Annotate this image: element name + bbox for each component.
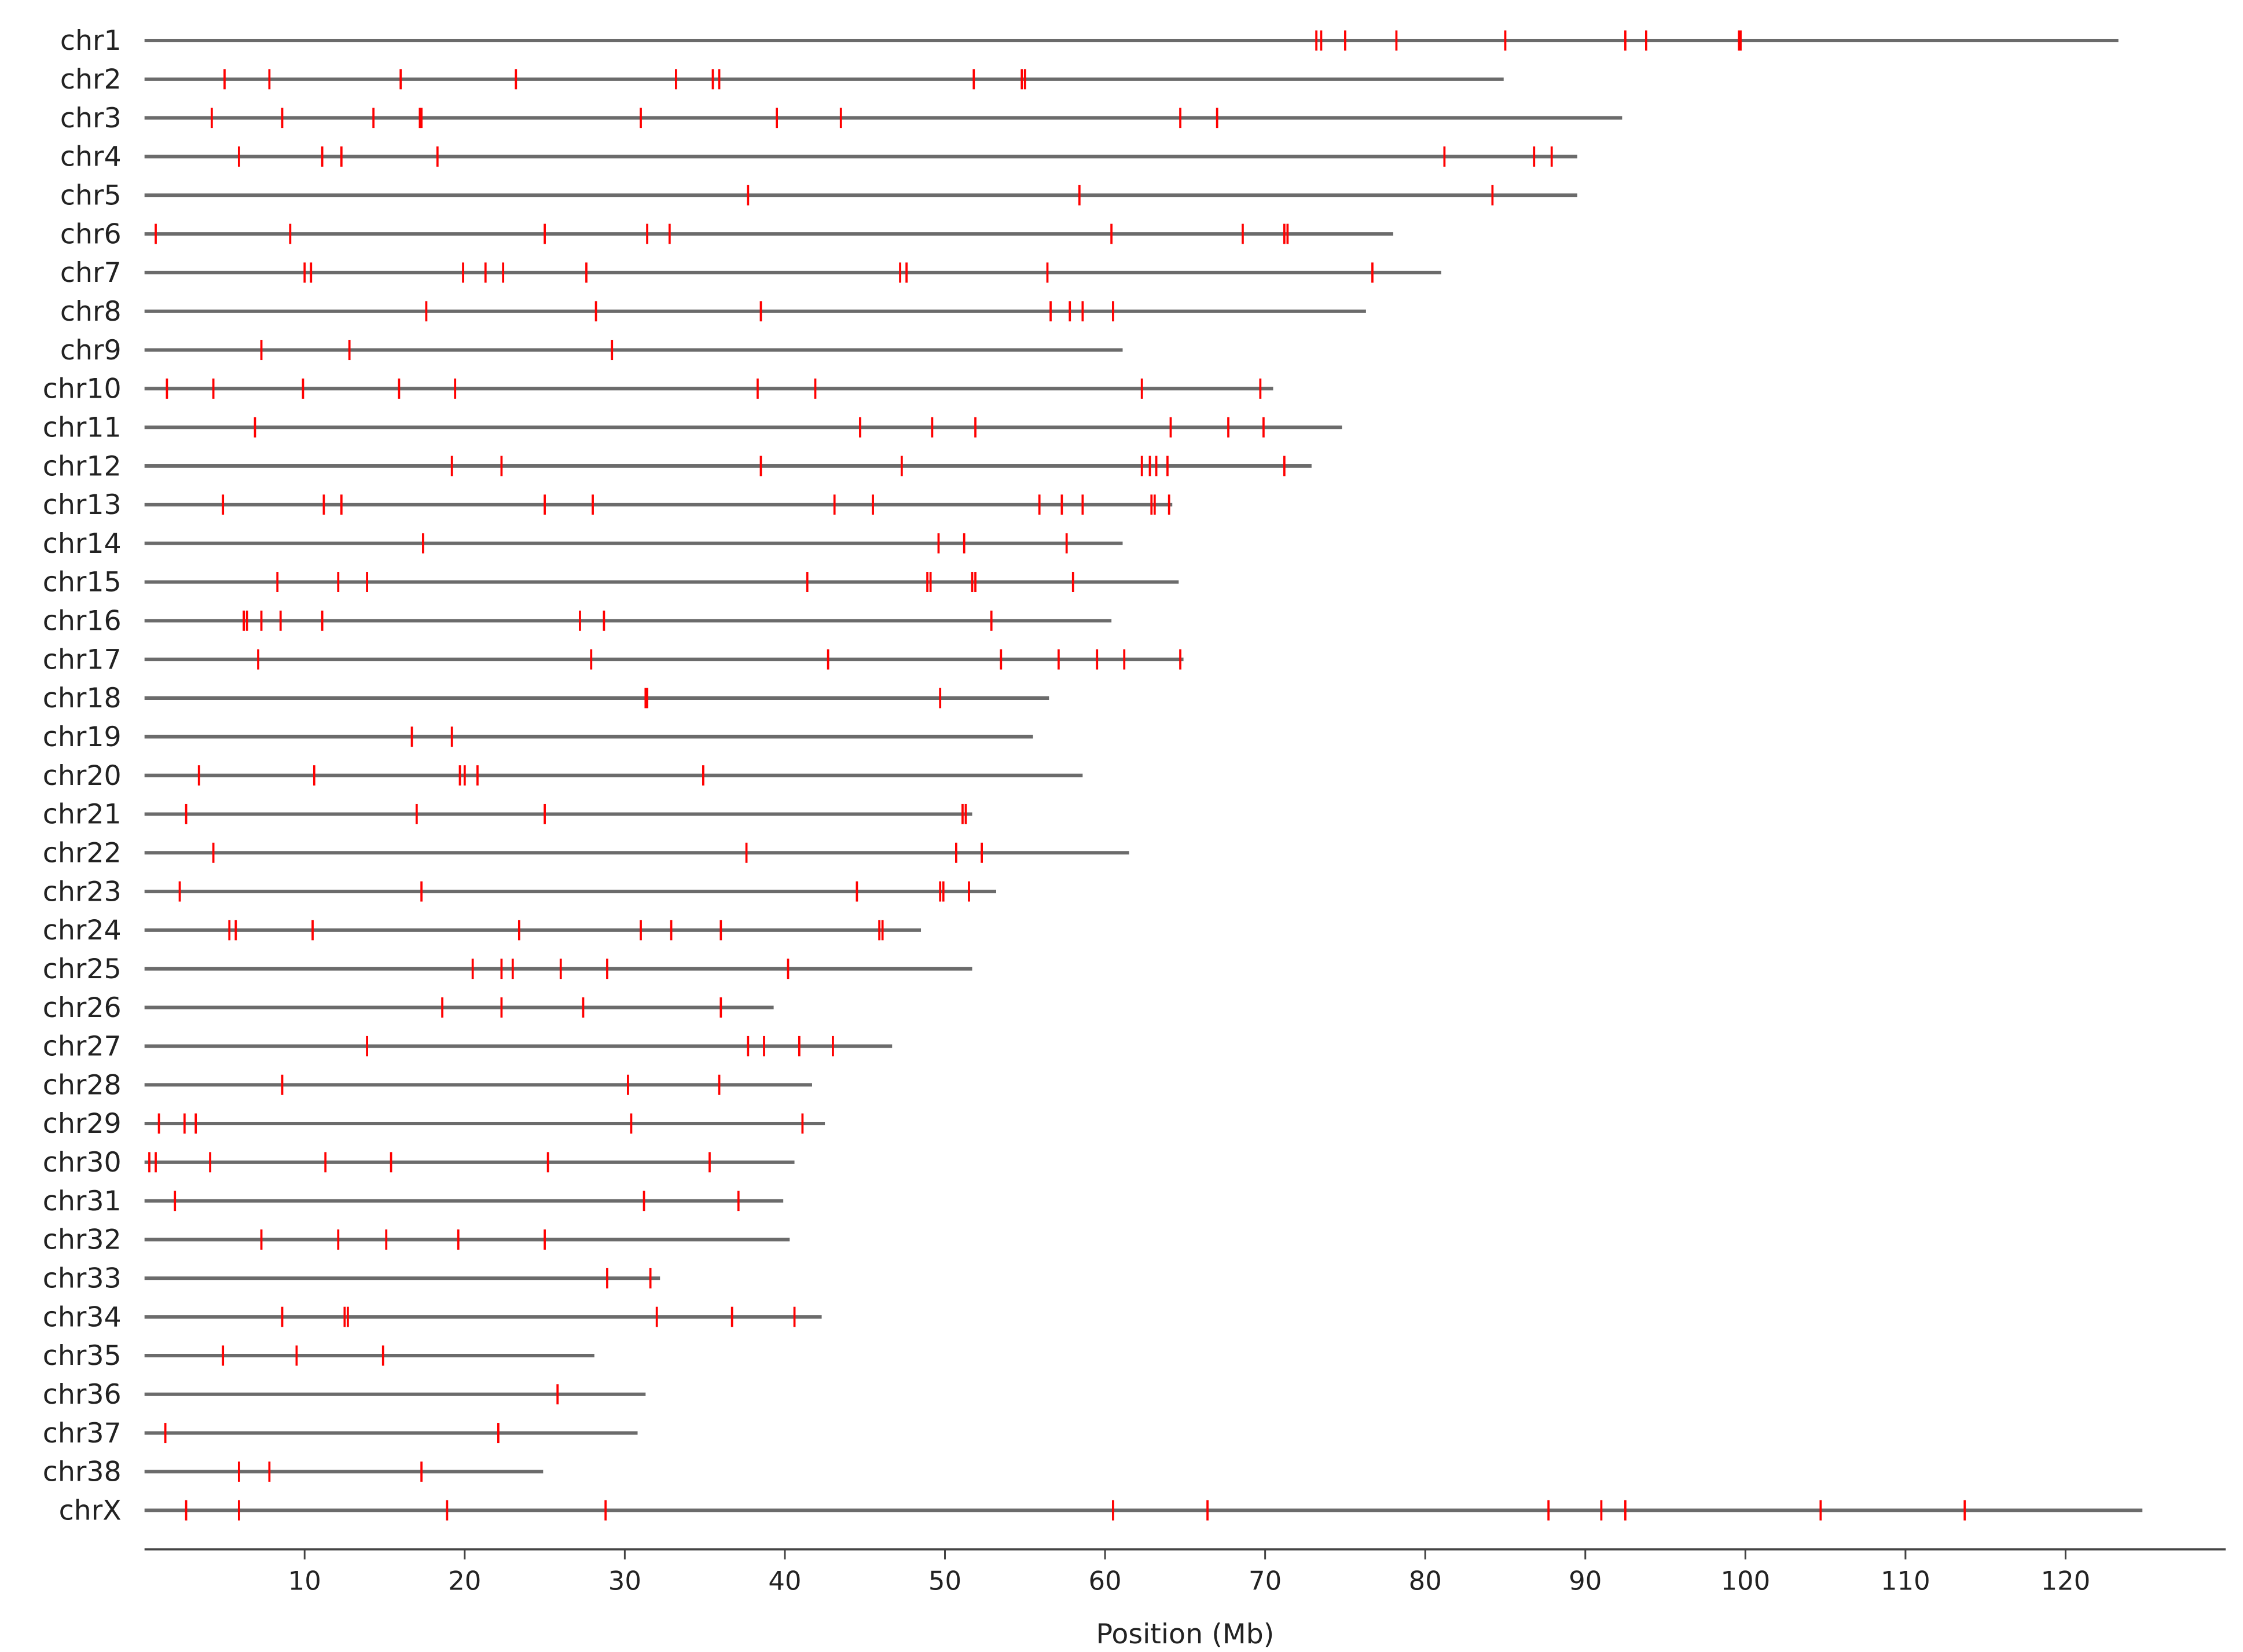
x-tick-label: 20 [448, 1566, 481, 1596]
x-tick-label: 90 [1569, 1566, 1602, 1596]
chromosome-label: chr30 [43, 1147, 122, 1179]
x-axis-label: Position (Mb) [1096, 1618, 1274, 1650]
x-tick-label: 100 [1720, 1566, 1770, 1596]
x-tick-label: 110 [1881, 1566, 1930, 1596]
chromosome-label: chr1 [60, 25, 122, 57]
chromosome-label: chr35 [43, 1340, 122, 1372]
chromosome-label: chr32 [43, 1224, 122, 1256]
x-tick-label: 120 [2041, 1566, 2091, 1596]
chromosome-label: chr16 [43, 605, 122, 637]
chromosome-label: chr27 [43, 1031, 122, 1063]
chromosome-label: chr31 [43, 1185, 122, 1217]
chromosome-label: chr4 [60, 141, 122, 173]
chromosome-label: chr7 [60, 257, 122, 289]
chromosome-label: chr34 [43, 1301, 122, 1333]
chromosome-label: chr22 [43, 837, 122, 869]
x-tick-label: 60 [1088, 1566, 1121, 1596]
chromosome-label: chr25 [43, 953, 122, 985]
chromosome-label: chr6 [60, 218, 122, 250]
chromosome-label: chr21 [43, 799, 122, 831]
chromosome-label: chr28 [43, 1069, 122, 1101]
chromosome-label: chr37 [43, 1418, 122, 1449]
x-tick-label: 70 [1249, 1566, 1282, 1596]
x-tick-label: 10 [288, 1566, 321, 1596]
chromosome-label: chr12 [43, 450, 122, 482]
chromosome-label: chr24 [43, 915, 122, 946]
x-tick-label: 30 [608, 1566, 641, 1596]
x-tick-label: 50 [928, 1566, 961, 1596]
chromosome-label: chr20 [43, 760, 122, 792]
chromosome-label: chr2 [60, 64, 122, 96]
chromosome-label: chr9 [60, 335, 122, 366]
chromosome-label: chr3 [60, 102, 122, 134]
chromosome-label: chrX [59, 1495, 122, 1526]
chromosome-label: chr13 [43, 489, 122, 521]
chromosome-label: chr11 [43, 412, 122, 443]
chromosome-label: chr8 [60, 296, 122, 328]
chromosome-label: chr38 [43, 1456, 122, 1488]
chromosome-label: chr36 [43, 1379, 122, 1411]
chromosome-label: chr18 [43, 682, 122, 714]
x-tick-label: 80 [1409, 1566, 1442, 1596]
chromosome-label: chr19 [43, 721, 122, 753]
chromosome-label: chr15 [43, 567, 122, 599]
chromosome-label: chr26 [43, 992, 122, 1024]
chromosome-label: chr17 [43, 644, 122, 676]
x-tick-label: 40 [768, 1566, 801, 1596]
chromosome-label: chr33 [43, 1263, 122, 1295]
chromosome-label: chr5 [60, 180, 122, 212]
chromosome-label: chr29 [43, 1108, 122, 1140]
chromosome-label: chr10 [43, 373, 122, 405]
chromosome-label: chr14 [43, 528, 122, 560]
chromosome-label: chr23 [43, 876, 122, 908]
